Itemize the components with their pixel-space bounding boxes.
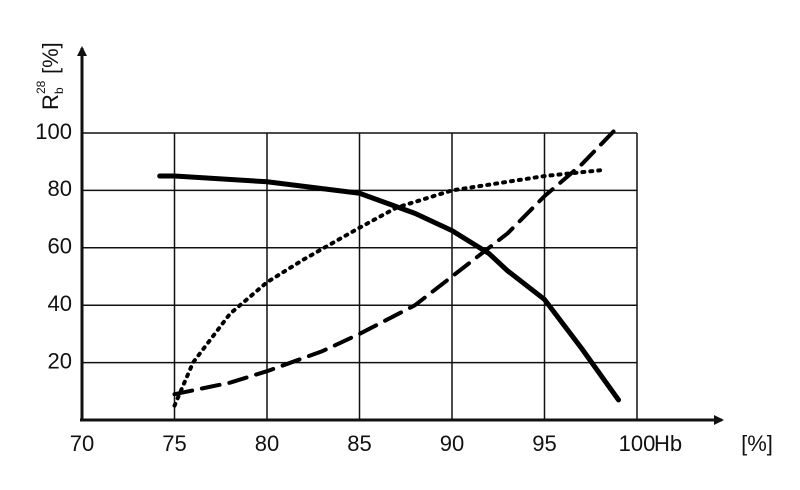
y-label-sub: b xyxy=(52,87,66,94)
x-tick-label: 95 xyxy=(532,431,556,456)
y-label-sup: 28 xyxy=(34,80,48,94)
y-tick-label: 80 xyxy=(48,176,72,201)
x-tick-label: 80 xyxy=(255,431,279,456)
x-tick-label: 90 xyxy=(440,431,464,456)
y-label-base: R xyxy=(38,94,63,110)
data-line xyxy=(172,128,617,397)
y-tick-label: 100 xyxy=(35,119,72,144)
y-tick-label: 60 xyxy=(48,234,72,259)
x-tick-label: 100 xyxy=(619,431,656,456)
data-line xyxy=(157,173,621,403)
x-tick-label: 70 xyxy=(70,431,94,456)
y-tick-label: 40 xyxy=(48,291,72,316)
y-label-unit: [%] xyxy=(38,42,63,74)
data-line xyxy=(172,168,602,408)
x-tick-label: 85 xyxy=(347,431,371,456)
y-axis-label: R b 28 [%] xyxy=(34,42,66,110)
y-tick-label: 20 xyxy=(48,348,72,373)
x-axis-unit: [%] xyxy=(741,431,773,456)
x-axis-label: Hb xyxy=(654,431,682,456)
x-tick-label: 75 xyxy=(162,431,186,456)
